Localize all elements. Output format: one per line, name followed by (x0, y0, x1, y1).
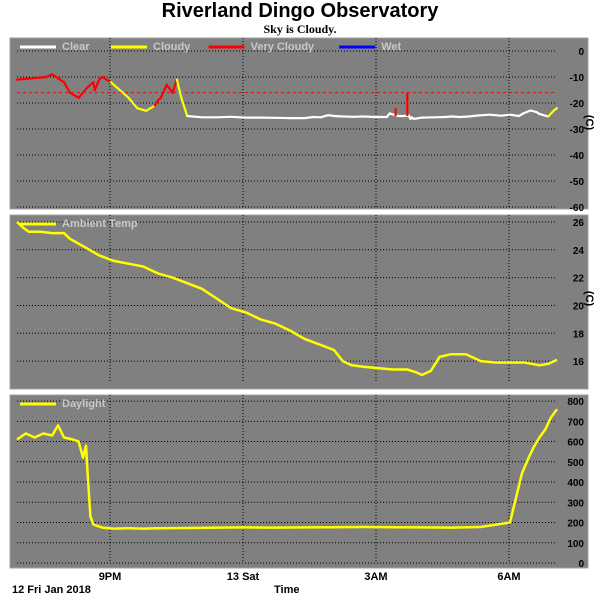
daylight-ytick-2: 600 (567, 438, 584, 449)
sky-segment-40 (362, 115, 377, 119)
sky-segment-25 (186, 114, 203, 119)
daylight-ytick-7: 100 (567, 539, 584, 550)
sky-segment-21 (165, 83, 174, 94)
ambient-ytick-4: 18 (573, 329, 585, 340)
ambient-ylabel: (C) (583, 291, 595, 307)
sky-ytick-5: -50 (570, 177, 585, 188)
sky-segment-28 (230, 115, 247, 119)
sky-legend-label-3: Wet (381, 41, 401, 53)
sky-segment-60 (500, 113, 512, 117)
sky-segment-20 (159, 83, 168, 99)
sky-segment-7 (86, 81, 95, 89)
sky-segment-57 (467, 114, 479, 118)
sky-segment-13 (115, 86, 124, 94)
sky-segment-15 (127, 96, 139, 110)
sky-segment-63 (522, 109, 532, 115)
sky-segment-14 (121, 91, 130, 99)
sky-segment-58 (476, 113, 491, 117)
daylight-ytick-1: 700 (567, 417, 584, 428)
daylight-ytick-3: 500 (567, 458, 584, 469)
ambient-legend-label-0: Ambient Temp (62, 218, 138, 230)
ambient-ytick-2: 22 (573, 274, 585, 285)
sky-legend-label-2: Very Cloudy (251, 41, 315, 53)
sky-segment-35 (319, 114, 330, 119)
ambient-ytick-1: 24 (573, 246, 585, 257)
ambient-ytick-5: 16 (573, 357, 585, 368)
x-tick-label-1: 13 Sat (227, 571, 260, 583)
sky-ytick-0: 0 (578, 47, 584, 58)
sky-segment-2 (51, 73, 66, 84)
chart-subtitle: Sky is Cloudy. (263, 22, 337, 36)
sky-segment-6 (77, 86, 89, 99)
x-axis-label: Time (274, 584, 300, 596)
sky-segment-0 (15, 75, 48, 81)
sky-legend-label-1: Cloudy (153, 41, 191, 53)
sky-segment-56 (459, 115, 471, 119)
sky-segment-5 (68, 91, 80, 99)
sky-segment-16 (136, 107, 148, 112)
sky-ytick-3: -30 (570, 125, 585, 136)
sky-segment-27 (215, 115, 233, 119)
sky-segment-12 (109, 81, 118, 89)
sky-segment-59 (488, 113, 503, 117)
sky-segment-55 (450, 115, 462, 119)
ambient-panel (9, 214, 589, 390)
sky-segment-67 (547, 109, 556, 118)
ambient-ytick-3: 20 (573, 301, 585, 312)
sky-segment-9 (93, 78, 101, 92)
sky-ytick-6: -60 (570, 203, 585, 214)
daylight-panel (9, 394, 589, 569)
sky-ytick-4: -40 (570, 151, 585, 162)
daylight-ytick-4: 400 (567, 478, 584, 489)
x-tick-label-3: 6AM (497, 571, 520, 583)
sky-segment-24 (180, 96, 189, 118)
daylight-legend-label-0: Daylight (62, 398, 106, 410)
sky-segment-43 (388, 112, 400, 118)
sky-segment-17 (145, 104, 156, 112)
chart-title: Riverland Dingo Observatory (161, 0, 439, 22)
sky-segment-22 (171, 78, 178, 94)
x-tick-label-0: 9PM (99, 571, 122, 583)
sky-segment-61 (508, 113, 520, 118)
daylight-ytick-5: 300 (567, 498, 584, 509)
sky-ylabel: (C) (583, 115, 595, 131)
sky-legend-label-0: Clear (62, 41, 90, 53)
sky-panel (9, 37, 589, 210)
sky-segment-37 (332, 114, 344, 118)
daylight-ytick-8: 0 (578, 559, 584, 570)
x-tick-label-2: 3AM (364, 571, 387, 583)
daylight-series-line (16, 408, 559, 530)
ambient-series-line (16, 221, 558, 377)
sky-segment-33 (303, 115, 315, 120)
sky-segment-23 (175, 78, 183, 99)
daylight-ytick-6: 200 (567, 519, 584, 530)
ambient-ytick-0: 26 (573, 218, 585, 229)
sky-segment-11 (100, 75, 113, 84)
daylight-ytick-0: 800 (567, 397, 584, 408)
sky-segment-66 (538, 112, 550, 118)
sky-segment-68 (552, 107, 559, 112)
date-label: 12 Fri Jan 2018 (12, 584, 91, 596)
sky-ytick-1: -10 (570, 73, 585, 84)
sky-ytick-2: -20 (570, 99, 585, 110)
